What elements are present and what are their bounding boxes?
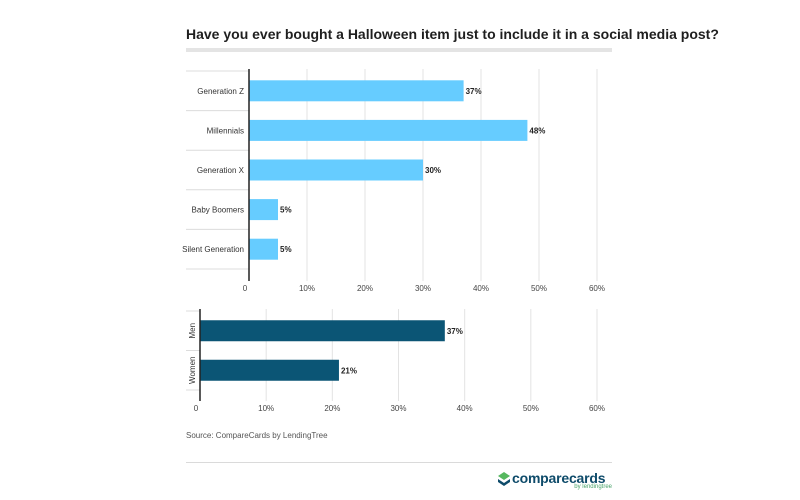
logo-subtext: by lendingtree xyxy=(574,484,612,490)
bar-millennials xyxy=(249,119,528,141)
tick-label: 20% xyxy=(324,404,340,413)
logo-wordmark: comparecards xyxy=(512,470,606,486)
comparecards-logo: comparecards by lendingtree xyxy=(498,470,612,492)
category-label: Women xyxy=(188,357,197,384)
category-label: Silent Generation xyxy=(182,245,244,254)
data-label: 21% xyxy=(341,366,357,375)
data-label: 5% xyxy=(280,206,292,215)
data-label: 48% xyxy=(529,126,545,135)
tick-label: 60% xyxy=(589,404,605,413)
bar-generation-z xyxy=(249,80,464,102)
footer-divider xyxy=(186,462,612,463)
tick-label: 30% xyxy=(415,284,431,293)
chart-title: Have you ever bought a Halloween item ju… xyxy=(186,26,719,42)
source-note: Source: CompareCards by LendingTree xyxy=(186,431,328,440)
tick-label: 30% xyxy=(390,404,406,413)
tick-label: 0 xyxy=(194,404,199,413)
tick-label: 40% xyxy=(457,404,473,413)
tick-label: 10% xyxy=(258,404,274,413)
bar-baby-boomers xyxy=(249,199,278,221)
category-label: Generation X xyxy=(197,166,245,175)
data-label: 37% xyxy=(447,327,463,336)
category-label: Baby Boomers xyxy=(192,206,244,215)
category-label: Millennials xyxy=(207,126,244,135)
logo-mark-icon xyxy=(498,472,510,486)
bar-silent-generation xyxy=(249,238,278,260)
tick-label: 20% xyxy=(357,284,373,293)
tick-label: 50% xyxy=(523,404,539,413)
bar-men xyxy=(200,320,445,342)
data-label: 30% xyxy=(425,166,441,175)
data-label: 37% xyxy=(466,87,482,96)
bar-generation-x xyxy=(249,159,423,181)
category-label: Men xyxy=(188,323,197,339)
bar-women xyxy=(200,359,339,381)
tick-label: 50% xyxy=(531,284,547,293)
category-label: Generation Z xyxy=(197,87,244,96)
tick-label: 10% xyxy=(299,284,315,293)
tick-label: 60% xyxy=(589,284,605,293)
tick-label: 0 xyxy=(243,284,248,293)
data-label: 5% xyxy=(280,245,292,254)
title-divider xyxy=(186,48,612,52)
tick-label: 40% xyxy=(473,284,489,293)
